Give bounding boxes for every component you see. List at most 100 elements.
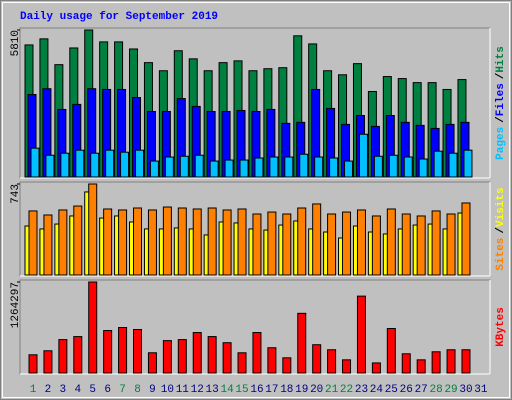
bar xyxy=(28,354,38,374)
x-tick-label: 31 xyxy=(474,384,488,396)
bar xyxy=(299,153,309,178)
bar xyxy=(431,210,441,276)
legend-entry: Pages xyxy=(495,127,507,160)
bar xyxy=(90,152,100,178)
bar xyxy=(194,154,204,178)
bar xyxy=(446,213,456,276)
bar xyxy=(282,213,292,276)
bar xyxy=(356,209,366,276)
x-tick-label: 25 xyxy=(385,384,398,396)
bar xyxy=(45,154,55,178)
bar xyxy=(416,359,426,374)
bar xyxy=(327,213,337,276)
x-tick-label: 20 xyxy=(310,384,323,396)
bar xyxy=(73,205,83,276)
bar xyxy=(239,159,249,178)
bar xyxy=(58,209,68,276)
bar xyxy=(118,209,128,276)
bar xyxy=(463,149,473,178)
bar xyxy=(342,359,352,374)
bar xyxy=(312,203,322,276)
bar xyxy=(133,207,143,276)
x-tick-label: 17 xyxy=(265,384,278,396)
bar xyxy=(88,183,98,276)
bar xyxy=(224,159,234,178)
x-tick-label: 4 xyxy=(74,384,81,396)
bar xyxy=(164,156,174,178)
bar xyxy=(327,349,337,374)
x-tick-label: 9 xyxy=(149,384,156,396)
bar xyxy=(28,210,38,276)
x-tick-label: 14 xyxy=(220,384,234,396)
x-tick-label: 26 xyxy=(400,384,413,396)
x-tick-label: 15 xyxy=(235,384,248,396)
bar xyxy=(162,340,172,374)
bar xyxy=(252,332,262,374)
x-tick-label: 1 xyxy=(30,384,37,396)
bar xyxy=(207,207,217,276)
x-tick-label: 22 xyxy=(340,384,353,396)
bar xyxy=(209,160,219,178)
bar xyxy=(388,154,398,178)
bar xyxy=(401,353,411,374)
bar xyxy=(373,155,383,178)
bar xyxy=(75,149,85,178)
y-tick-label: 1264297 xyxy=(10,282,22,328)
bar xyxy=(58,339,68,374)
bar xyxy=(73,336,83,374)
bar xyxy=(433,150,443,178)
bar xyxy=(88,281,98,374)
bar xyxy=(297,312,307,374)
bar xyxy=(162,206,172,276)
bar xyxy=(403,156,413,178)
legend-entry: Visits xyxy=(495,187,507,227)
legend: KBytes xyxy=(495,307,507,347)
bar xyxy=(314,156,324,178)
bar xyxy=(342,211,352,276)
bar xyxy=(60,152,70,178)
x-tick-label: 7 xyxy=(119,384,126,396)
bar xyxy=(149,160,159,178)
bar xyxy=(177,339,187,374)
x-tick-label: 13 xyxy=(206,384,219,396)
y-tick-label: 743 xyxy=(10,184,22,204)
bar xyxy=(267,347,277,374)
bar xyxy=(105,149,115,178)
x-tick-label: 6 xyxy=(104,384,111,396)
bar xyxy=(43,214,53,276)
bar xyxy=(282,357,292,374)
bar xyxy=(222,209,232,276)
legend-separator: / xyxy=(495,227,507,234)
y-tick-label: 5810 xyxy=(10,30,22,56)
bar xyxy=(461,349,471,374)
bar xyxy=(358,133,368,178)
bar xyxy=(461,202,471,276)
x-tick-label: 24 xyxy=(370,384,384,396)
x-tick-label: 10 xyxy=(161,384,174,396)
bar xyxy=(30,147,40,178)
legend-entry: Hits xyxy=(495,46,507,72)
bar xyxy=(120,151,130,178)
bar xyxy=(192,208,202,276)
bar xyxy=(222,342,232,374)
legend: Pages/Files/Hits xyxy=(495,46,507,160)
bar xyxy=(192,332,202,374)
bar xyxy=(269,156,279,178)
bar xyxy=(371,362,381,374)
bar xyxy=(254,157,264,178)
bar xyxy=(329,157,339,178)
legend: Sites /Visits xyxy=(495,187,507,270)
bar xyxy=(103,330,113,374)
bar xyxy=(418,158,428,178)
legend-entry: Sites xyxy=(495,238,507,271)
bar xyxy=(431,351,441,374)
x-tick-label: 11 xyxy=(176,384,190,396)
x-tick-label: 5 xyxy=(89,384,96,396)
x-tick-label: 29 xyxy=(444,384,457,396)
bar xyxy=(147,352,157,374)
bar xyxy=(103,208,113,276)
x-tick-label: 16 xyxy=(250,384,263,396)
bar xyxy=(133,329,143,374)
bar xyxy=(284,156,294,178)
